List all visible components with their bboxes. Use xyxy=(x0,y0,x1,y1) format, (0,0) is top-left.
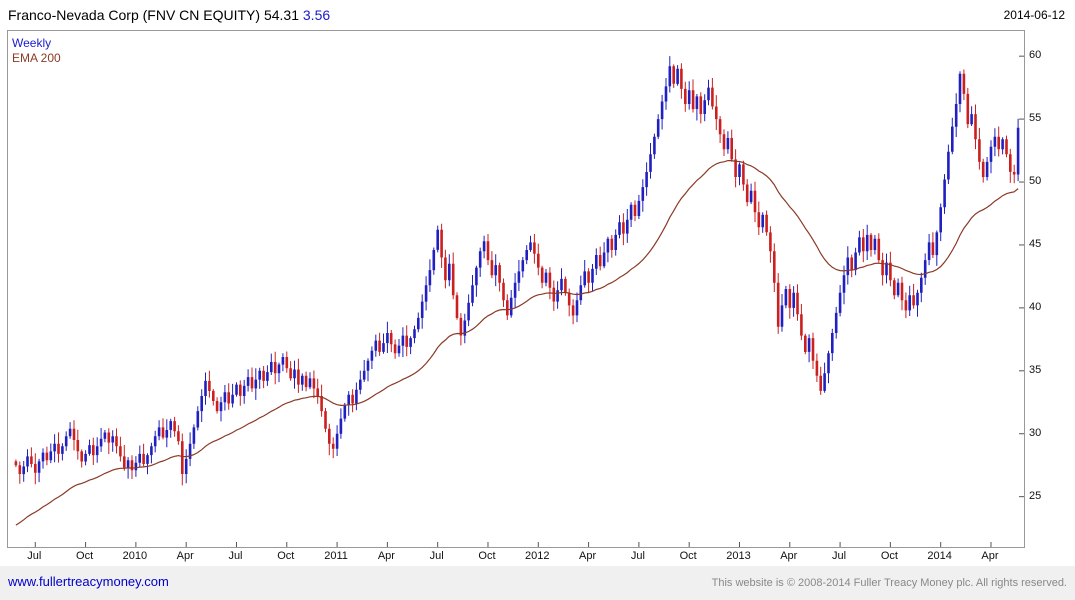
chart-panel xyxy=(7,30,1025,548)
x-axis-label: 2011 xyxy=(324,550,348,562)
y-axis-label: 30 xyxy=(1029,426,1042,439)
price-change: 3.56 xyxy=(302,7,331,23)
x-axis-label: 2010 xyxy=(122,550,148,562)
ema-line xyxy=(15,160,1019,526)
y-axis-label: 35 xyxy=(1029,363,1042,376)
x-axis-label: Jul xyxy=(27,550,42,562)
down-candle-bodies xyxy=(14,66,1016,474)
x-axis-label: 2013 xyxy=(726,550,751,562)
x-axis-label: Oct xyxy=(679,550,697,562)
last-price: 54.31 xyxy=(263,7,299,23)
x-axis-label: Jul xyxy=(630,550,645,562)
x-axis-label: Jul xyxy=(429,550,444,562)
up-candle-bodies xyxy=(22,66,1020,475)
x-axis-label: Oct xyxy=(478,550,496,562)
x-axis-label: Jul xyxy=(228,550,243,562)
y-axis-label: 60 xyxy=(1029,49,1042,62)
y-axis-label: 45 xyxy=(1029,237,1042,250)
copyright-notice: This website is © 2008-2014 Fuller Treac… xyxy=(711,577,1067,589)
x-axis-label: Oct xyxy=(880,550,898,562)
x-axis-label: 2012 xyxy=(525,550,550,562)
x-axis-label: Apr xyxy=(780,550,798,562)
footer-band xyxy=(0,566,1075,600)
price-chart xyxy=(14,55,1024,547)
y-axis-label: 50 xyxy=(1029,175,1042,188)
y-axis-label: 25 xyxy=(1029,489,1042,502)
website-link[interactable]: www.fullertreacymoney.com xyxy=(8,574,169,589)
up-candle-wicks xyxy=(23,56,1019,484)
instrument-name: Franco-Nevada Corp (FNV CN EQUITY) xyxy=(8,7,261,23)
y-axis-label: 55 xyxy=(1029,112,1042,125)
x-axis-label: Apr xyxy=(981,550,999,562)
x-axis-label: Apr xyxy=(176,550,194,562)
x-axis-label: Apr xyxy=(377,550,395,562)
x-axis-label: 2014 xyxy=(927,550,952,562)
x-axis-label: Oct xyxy=(76,550,94,562)
x-axis-label: Jul xyxy=(832,550,847,562)
page-title: Franco-Nevada Corp (FNV CN EQUITY) 54.31… xyxy=(8,7,330,23)
y-axis-label: 40 xyxy=(1029,300,1042,313)
chart-date: 2014-06-12 xyxy=(1003,8,1065,22)
x-axis-label: Oct xyxy=(277,550,295,562)
x-axis-label: Apr xyxy=(579,550,597,562)
